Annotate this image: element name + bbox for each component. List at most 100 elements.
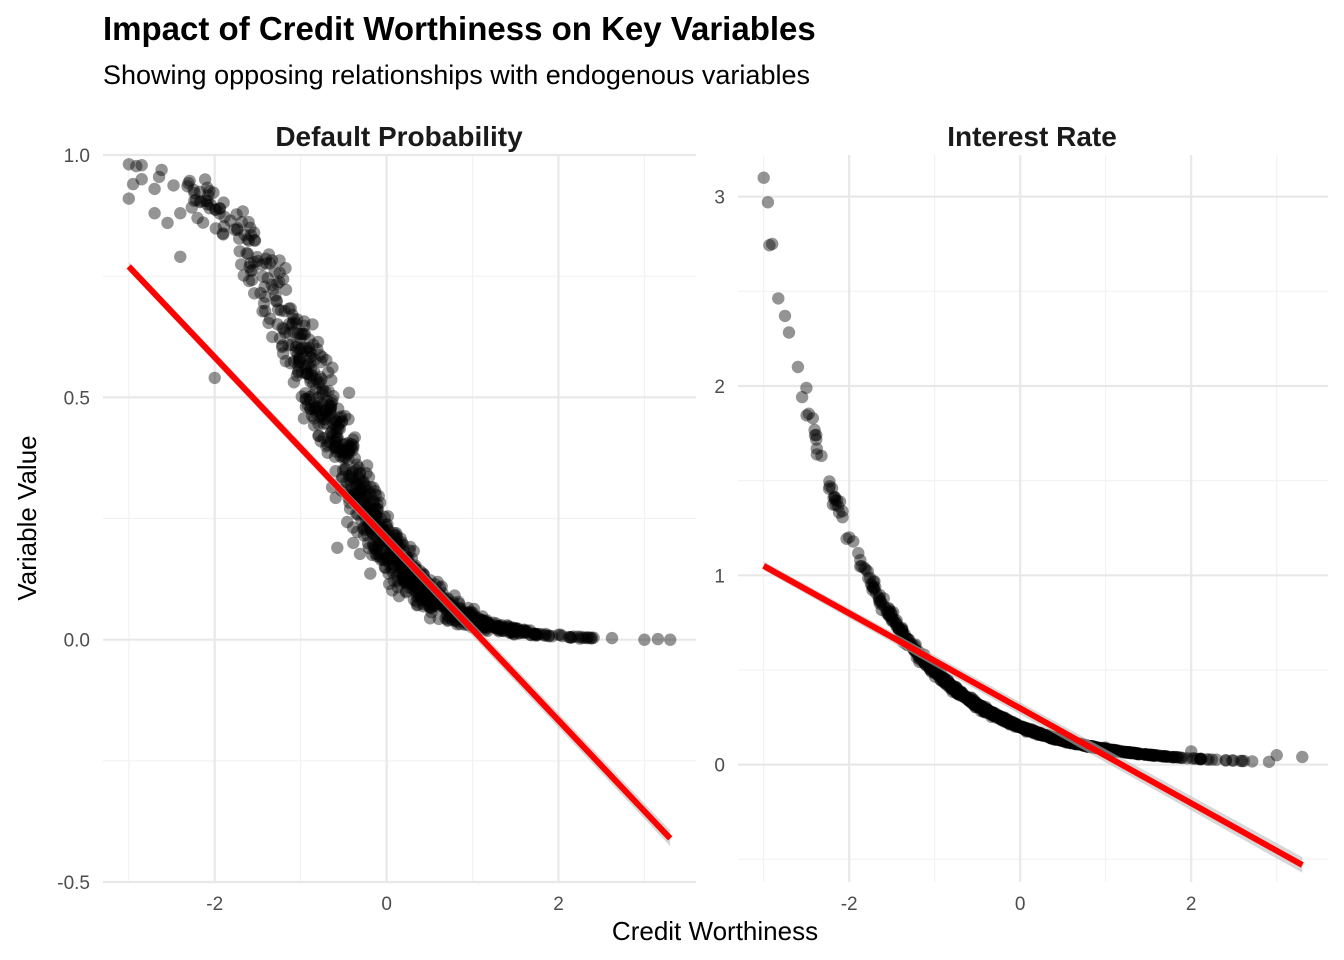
data-point	[199, 194, 213, 207]
data-point	[1010, 718, 1024, 731]
data-point	[1037, 728, 1050, 741]
data-point	[1045, 730, 1058, 744]
data-point	[324, 401, 337, 414]
data-point	[308, 412, 321, 425]
data-point	[1002, 714, 1016, 728]
data-point	[1147, 749, 1160, 762]
data-point	[381, 554, 395, 567]
data-point	[1031, 727, 1044, 740]
data-point	[772, 292, 785, 305]
data-point	[997, 711, 1010, 724]
data-point	[999, 713, 1012, 726]
data-point	[1130, 747, 1144, 760]
data-point	[980, 702, 993, 715]
data-point	[1110, 744, 1124, 757]
data-point	[587, 631, 600, 644]
data-point	[998, 711, 1011, 724]
data-point	[399, 573, 412, 587]
data-point	[505, 624, 518, 638]
data-point	[981, 705, 994, 719]
data-point	[316, 388, 329, 401]
data-point	[1033, 726, 1046, 740]
data-point	[954, 685, 967, 699]
data-point	[997, 713, 1010, 726]
data-point	[411, 598, 424, 611]
data-point	[993, 711, 1007, 724]
data-point	[1262, 755, 1276, 768]
data-point	[987, 707, 1000, 720]
data-point	[271, 303, 285, 316]
data-point	[836, 511, 849, 524]
panel-title-default-probability: Default Probability	[275, 121, 523, 152]
data-point	[867, 575, 880, 588]
data-point	[1021, 724, 1034, 737]
data-point	[209, 222, 222, 235]
data-point	[1007, 718, 1021, 732]
data-point	[337, 444, 350, 457]
y-tick-label: -0.5	[57, 873, 90, 894]
data-point	[233, 232, 246, 245]
data-point	[216, 227, 229, 240]
data-point	[373, 550, 386, 563]
data-point	[984, 706, 997, 719]
data-point	[1147, 749, 1160, 762]
data-point	[345, 468, 358, 481]
data-point	[929, 666, 943, 679]
data-point	[394, 563, 408, 577]
data-point	[1128, 747, 1142, 760]
data-point	[306, 369, 319, 382]
data-point	[836, 505, 849, 518]
data-point	[497, 624, 511, 638]
data-point	[1005, 716, 1018, 729]
data-point	[1028, 726, 1042, 739]
data-point	[402, 581, 415, 594]
data-point	[1035, 728, 1048, 741]
data-point	[362, 541, 376, 555]
data-point	[411, 579, 424, 592]
data-point	[1023, 724, 1037, 737]
data-point	[424, 601, 437, 614]
data-point	[263, 257, 277, 270]
data-point	[201, 181, 214, 194]
data-point	[1163, 750, 1176, 764]
data-point	[966, 695, 979, 708]
data-point	[251, 250, 264, 264]
data-point	[1021, 724, 1034, 737]
data-point	[979, 702, 992, 715]
data-point	[259, 290, 272, 303]
data-point	[989, 708, 1002, 721]
data-point	[416, 583, 429, 596]
data-point	[951, 684, 965, 697]
data-point	[1028, 725, 1042, 738]
data-point	[477, 620, 491, 633]
data-point	[1020, 723, 1033, 736]
data-point	[195, 195, 208, 208]
data-point	[339, 462, 352, 475]
data-point	[954, 686, 968, 700]
data-point	[148, 182, 161, 196]
data-point	[352, 461, 365, 474]
data-point	[474, 615, 488, 628]
data-point	[295, 327, 309, 340]
data-point	[279, 262, 292, 275]
data-point	[358, 523, 371, 536]
data-point	[1029, 726, 1043, 740]
data-point	[998, 714, 1011, 727]
data-point	[285, 338, 298, 352]
data-point	[345, 442, 358, 455]
data-point	[527, 627, 540, 640]
data-point	[304, 402, 317, 416]
data-point	[279, 283, 293, 296]
data-point	[1010, 719, 1024, 732]
data-point	[976, 701, 989, 714]
data-point	[204, 198, 217, 211]
data-point	[1023, 724, 1037, 738]
data-point	[339, 438, 353, 451]
data-point	[1138, 748, 1152, 761]
data-point	[1030, 725, 1044, 738]
data-point	[958, 690, 972, 704]
data-point	[268, 265, 281, 278]
data-point	[1171, 751, 1184, 764]
data-point	[405, 576, 418, 589]
data-point	[1146, 749, 1159, 762]
